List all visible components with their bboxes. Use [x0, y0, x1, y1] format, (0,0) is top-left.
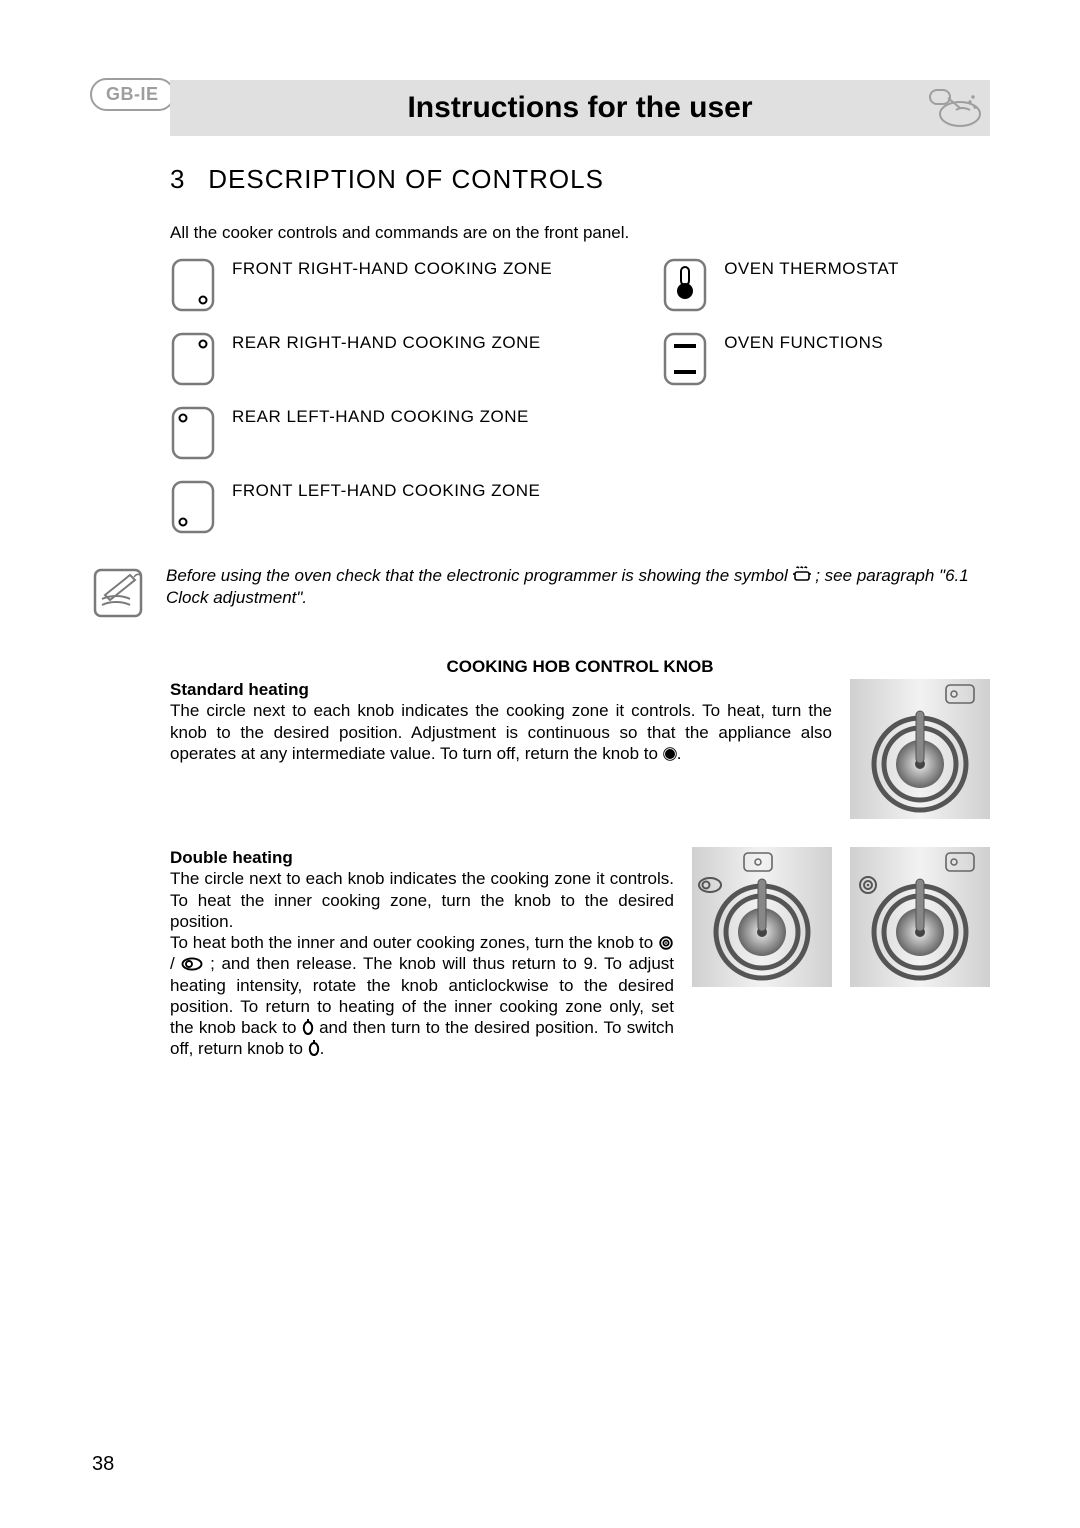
- zone-icon-front-right: [170, 257, 216, 313]
- section-heading-text: DESCRIPTION OF CONTROLS: [208, 164, 604, 194]
- knob-single-illustration: [850, 679, 990, 819]
- page-title: Instructions for the user: [170, 91, 990, 125]
- note-pre: Before using the oven check that the ele…: [166, 566, 793, 585]
- section-heading: 3 DESCRIPTION OF CONTROLS: [170, 164, 990, 195]
- zero-symbol-icon: [302, 1019, 314, 1035]
- double-ring-symbol-icon: [658, 936, 674, 950]
- intro-text: All the cooker controls and commands are…: [170, 223, 990, 243]
- note-text: Before using the oven check that the ele…: [166, 565, 990, 609]
- control-rear-right: REAR RIGHT-HAND COOKING ZONE: [170, 331, 552, 387]
- dot-symbol-icon: [663, 747, 677, 761]
- zero-symbol-icon: [308, 1040, 320, 1056]
- double-heating-p1: The circle next to each knob indicates t…: [170, 869, 674, 931]
- section-number: 3: [170, 164, 200, 195]
- control-label: REAR RIGHT-HAND COOKING ZONE: [232, 331, 541, 353]
- note-row: Before using the oven check that the ele…: [90, 565, 990, 621]
- page-number: 38: [92, 1453, 114, 1476]
- knob-pair-illustration: [692, 847, 990, 987]
- thermostat-icon: [662, 257, 708, 313]
- control-functions: OVEN FUNCTIONS: [662, 331, 899, 387]
- functions-icon: [662, 331, 708, 387]
- pot-symbol-icon: [793, 566, 811, 582]
- zone-icon-rear-right: [170, 331, 216, 387]
- zone-icon-front-left: [170, 479, 216, 535]
- controls-col-right: OVEN THERMOSTAT OVEN FUNCTIONS: [662, 257, 899, 535]
- control-label: FRONT LEFT-HAND COOKING ZONE: [232, 479, 540, 501]
- standard-heating-heading: Standard heating: [170, 680, 309, 699]
- control-label: FRONT RIGHT-HAND COOKING ZONE: [232, 257, 552, 279]
- zone-icon-rear-left: [170, 405, 216, 461]
- controls-grid: FRONT RIGHT-HAND COOKING ZONE REAR RIGHT…: [170, 257, 990, 535]
- knob-double-illustration: [850, 847, 990, 987]
- control-label: OVEN FUNCTIONS: [724, 331, 883, 353]
- double-heating-p2e: .: [320, 1039, 325, 1058]
- notepad-icon: [90, 565, 146, 621]
- double-heating-text: Double heating The circle next to each k…: [170, 847, 674, 1060]
- controls-col-left: FRONT RIGHT-HAND COOKING ZONE REAR RIGHT…: [170, 257, 552, 535]
- double-heating-heading: Double heating: [170, 848, 293, 867]
- chef-hat-icon: [926, 84, 982, 132]
- double-heating-block: Double heating The circle next to each k…: [170, 847, 990, 1060]
- control-label: REAR LEFT-HAND COOKING ZONE: [232, 405, 529, 427]
- control-front-right: FRONT RIGHT-HAND COOKING ZONE: [170, 257, 552, 313]
- standard-heating-tail: .: [677, 744, 682, 763]
- standard-heating-body: The circle next to each knob indicates t…: [170, 701, 832, 763]
- page-title-bar: Instructions for the user: [170, 80, 990, 136]
- oval-ring-symbol-icon: [181, 957, 203, 971]
- control-front-left: FRONT LEFT-HAND COOKING ZONE: [170, 479, 552, 535]
- control-rear-left: REAR LEFT-HAND COOKING ZONE: [170, 405, 552, 461]
- knob-section-title: COOKING HOB CONTROL KNOB: [170, 657, 990, 677]
- knob-oval-illustration: [692, 847, 832, 987]
- control-thermostat: OVEN THERMOSTAT: [662, 257, 899, 313]
- standard-heating-text: Standard heating The circle next to each…: [170, 679, 832, 764]
- double-heating-p2a: To heat both the inner and outer cooking…: [170, 933, 658, 952]
- standard-heating-block: Standard heating The circle next to each…: [170, 679, 990, 819]
- double-heating-p2b: /: [170, 954, 181, 973]
- control-label: OVEN THERMOSTAT: [724, 257, 899, 279]
- country-badge: GB-IE: [90, 78, 175, 111]
